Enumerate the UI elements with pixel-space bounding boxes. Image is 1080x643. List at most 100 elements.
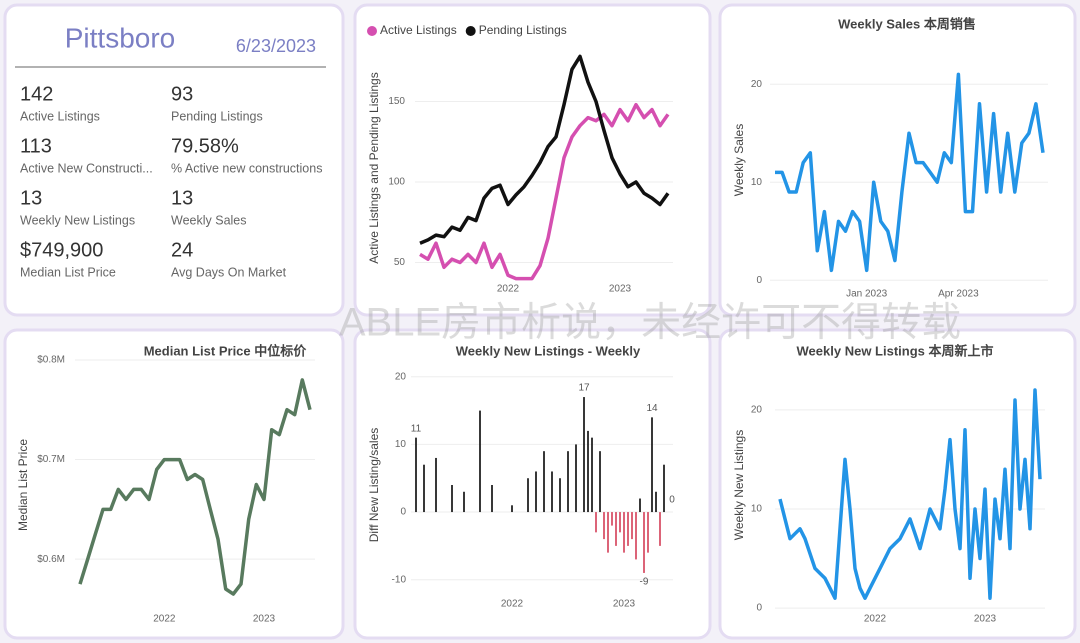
line-series: [78, 378, 312, 596]
kpi-label: Median List Price: [20, 265, 116, 279]
bar: [631, 512, 633, 540]
bar: [611, 512, 613, 526]
x-tick-label: 2023: [974, 614, 997, 625]
y-tick-label: $0.6M: [37, 554, 65, 565]
bar: [647, 512, 649, 553]
y-tick-label: 10: [751, 504, 763, 515]
bar: [435, 457, 437, 513]
data-label: -9: [640, 577, 649, 588]
bar: [659, 512, 661, 546]
x-tick-label: 2022: [501, 599, 524, 610]
chart-title: Median List Price 中位标价: [144, 343, 308, 358]
bar: [479, 410, 481, 513]
data-label: 0: [669, 495, 675, 506]
kpi-value: 93: [171, 83, 193, 105]
y-tick-label: 0: [400, 507, 406, 518]
x-tick-label: 2023: [613, 599, 636, 610]
data-label: 11: [411, 423, 422, 434]
bar: [599, 451, 601, 513]
line-series: [419, 102, 670, 281]
kpi-label: Active New Constructi...: [20, 161, 153, 175]
card-title: Pittsboro: [65, 22, 176, 53]
card-date: 6/23/2023: [236, 36, 316, 56]
bar: [607, 512, 609, 553]
kpi-value: 13: [20, 187, 42, 209]
bar: [643, 512, 645, 573]
legend-swatch: [465, 26, 476, 36]
data-label: 14: [646, 403, 658, 414]
y-tick-label: 0: [756, 275, 762, 286]
kpi-label: Avg Days On Market: [171, 265, 287, 279]
y-tick-label: $0.8M: [37, 355, 65, 366]
bar: [415, 437, 417, 513]
y-tick-label: 10: [395, 439, 407, 450]
x-tick-label: 2023: [253, 614, 276, 625]
bar: [491, 485, 493, 513]
y-tick-label: 20: [751, 405, 763, 416]
kpi-value: 142: [20, 83, 53, 105]
y-tick-label: 50: [394, 257, 406, 268]
kpi-label: Pending Listings: [171, 109, 263, 123]
kpi-value: $749,900: [20, 239, 103, 261]
kpi-label: Weekly Sales: [171, 213, 247, 227]
bar: [591, 437, 593, 513]
y-tick-label: $0.7M: [37, 454, 65, 465]
y-tick-label: -10: [392, 574, 407, 585]
data-label: 17: [578, 383, 590, 394]
x-tick-label: 2022: [153, 614, 176, 625]
bar: [619, 512, 621, 533]
y-axis-label: Weekly Sales: [732, 124, 746, 196]
bar: [527, 478, 529, 513]
kpi-panel: [3, 3, 345, 317]
y-tick-label: 10: [751, 177, 763, 188]
x-tick-label: Jan 2023: [846, 289, 888, 300]
bar: [615, 512, 617, 546]
x-tick-label: 2023: [609, 284, 632, 295]
y-tick-label: 20: [751, 79, 763, 90]
bar: [575, 444, 577, 513]
bar: [535, 471, 537, 513]
chart-panel: [353, 328, 712, 640]
y-axis-label: Diff New Listing/sales: [367, 428, 381, 543]
bar: [543, 451, 545, 513]
y-tick-label: 150: [388, 96, 405, 107]
bar: [603, 512, 605, 540]
x-tick-label: Apr 2023: [938, 289, 979, 300]
y-axis-label: Weekly New Listings: [732, 430, 746, 540]
x-tick-label: 2022: [497, 284, 520, 295]
legend-label: Pending Listings: [479, 23, 567, 37]
legend-label: Active Listings: [380, 23, 457, 37]
bar: [451, 485, 453, 513]
kpi-value: 113: [20, 135, 52, 157]
bar: [639, 498, 641, 513]
y-tick-label: 0: [756, 603, 762, 614]
kpi-value: 79.58%: [171, 135, 239, 157]
kpi-label: % Active new constructions: [171, 161, 322, 175]
y-tick-label: 100: [388, 177, 405, 188]
bar: [651, 417, 653, 513]
bar: [663, 464, 665, 513]
x-tick-label: 2022: [864, 614, 887, 625]
chart-panel: [718, 328, 1077, 640]
chart-panel: [3, 328, 345, 640]
bar: [511, 505, 513, 513]
bar: [623, 512, 625, 553]
bar: [635, 512, 637, 560]
chart-title: Weekly Sales 本周销售: [838, 16, 976, 31]
bar: [423, 464, 425, 513]
chart-title: Weekly New Listings 本周新上市: [797, 343, 994, 358]
chart-panel: [353, 3, 712, 317]
y-axis-label: Active Listings and Pending Listings: [367, 72, 381, 263]
bar: [567, 451, 569, 513]
y-axis-label: Median List Price: [16, 439, 30, 531]
bar: [559, 478, 561, 513]
bar: [595, 512, 597, 533]
kpi-value: 13: [171, 187, 193, 209]
bar: [551, 471, 553, 513]
kpi-value: 24: [171, 239, 193, 261]
line-series: [778, 388, 1042, 600]
y-tick-label: 20: [395, 371, 407, 382]
line-series: [775, 72, 1045, 273]
bar: [463, 491, 465, 513]
